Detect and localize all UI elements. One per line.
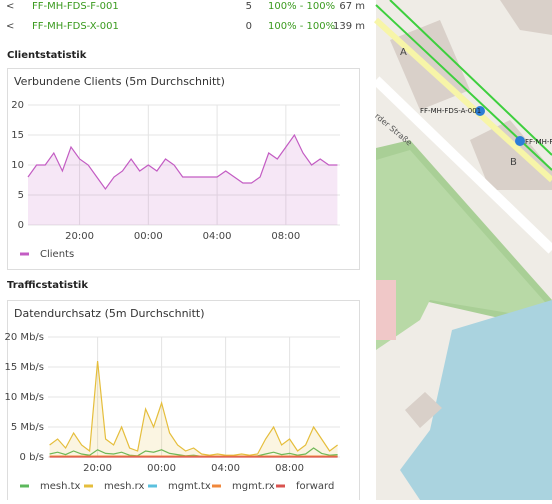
legend-swatch xyxy=(212,484,221,488)
neighbor-name[interactable]: FF-MH-FDS-X-001 xyxy=(32,21,119,32)
node[interactable] xyxy=(475,106,485,116)
y-tick-label: 20 Mb/s xyxy=(5,332,44,343)
chart-panel xyxy=(7,68,360,270)
area xyxy=(28,135,338,225)
y-tick-label: 0 xyxy=(18,220,24,231)
neighbor-distance: 67 m xyxy=(339,1,365,12)
map: A B FF-MH-FDS-A-001 FF-MH-F rder Straße xyxy=(372,0,552,500)
legend-label: Clients xyxy=(40,249,74,260)
legend-label: mesh.tx xyxy=(40,481,81,492)
y-tick-label: 5 xyxy=(18,190,24,201)
neighbor-name[interactable]: FF-MH-FDS-F-001 xyxy=(32,1,119,12)
map-label: B xyxy=(510,157,517,168)
series-line xyxy=(49,447,338,457)
share-icon: < xyxy=(6,21,14,32)
legend-swatch xyxy=(276,484,285,488)
neighbor-row[interactable]: < FF-MH-FDS-X-001 0 100% - 100% 139 m xyxy=(6,21,365,32)
building xyxy=(376,280,396,340)
legend-label: mgmt.tx xyxy=(168,481,211,492)
x-tick-label: 08:00 xyxy=(271,231,300,242)
map-label: FF-MH-F xyxy=(525,138,552,146)
neighbor-distance: 139 m xyxy=(333,21,365,32)
chart-title: Verbundene Clients (5m Durchschnitt) xyxy=(14,75,225,88)
y-tick-label: 15 Mb/s xyxy=(5,362,44,373)
neighbor-row[interactable]: < FF-MH-FDS-F-001 5 100% - 100% 67 m xyxy=(6,1,365,12)
park xyxy=(376,150,552,350)
x-tick-label: 00:00 xyxy=(134,231,163,242)
legend-swatch xyxy=(20,252,29,256)
legend-label: mesh.rx xyxy=(104,481,144,492)
section-heading: Clientstatistik xyxy=(7,50,87,61)
neighbor-quality: 100% - 100% xyxy=(268,1,335,12)
y-tick-label: 15 xyxy=(11,130,24,141)
legend-label: forward xyxy=(296,481,334,492)
x-tick-label: 08:00 xyxy=(275,463,304,474)
section-heading: Trafficstatistik xyxy=(7,280,88,291)
legend-label: mgmt.rx xyxy=(232,481,275,492)
y-tick-label: 0 b/s xyxy=(20,452,44,463)
building xyxy=(405,392,442,428)
x-tick-label: 00:00 xyxy=(147,463,176,474)
neighbor-clients: 5 xyxy=(246,1,252,12)
chart-title: Datendurchsatz (5m Durchschnitt) xyxy=(14,307,205,320)
x-tick-label: 20:00 xyxy=(65,231,94,242)
link xyxy=(389,0,552,156)
chart-panel xyxy=(7,300,360,504)
neighbor-quality: 100% - 100% xyxy=(268,21,335,32)
building xyxy=(500,0,552,35)
y-tick-label: 5 Mb/s xyxy=(11,422,44,433)
map-label: FF-MH-FDS-A-001 xyxy=(420,107,481,115)
water xyxy=(400,300,552,500)
legend-swatch xyxy=(148,484,157,488)
x-tick-label: 04:00 xyxy=(211,463,240,474)
road xyxy=(372,76,552,254)
map-label: A xyxy=(400,47,407,58)
neighbor-clients: 0 xyxy=(246,21,252,32)
node[interactable] xyxy=(515,136,525,146)
share-icon: < xyxy=(6,1,14,12)
y-tick-label: 10 Mb/s xyxy=(5,392,44,403)
area xyxy=(49,361,338,457)
y-tick-label: 10 xyxy=(11,160,24,171)
x-tick-label: 04:00 xyxy=(203,231,232,242)
building xyxy=(470,120,552,190)
legend-swatch xyxy=(20,484,29,488)
series-line xyxy=(27,133,338,191)
legend-swatch xyxy=(84,484,93,488)
road xyxy=(373,17,552,183)
x-tick-label: 20:00 xyxy=(83,463,112,474)
y-tick-label: 20 xyxy=(11,100,24,111)
series-line xyxy=(49,360,338,456)
